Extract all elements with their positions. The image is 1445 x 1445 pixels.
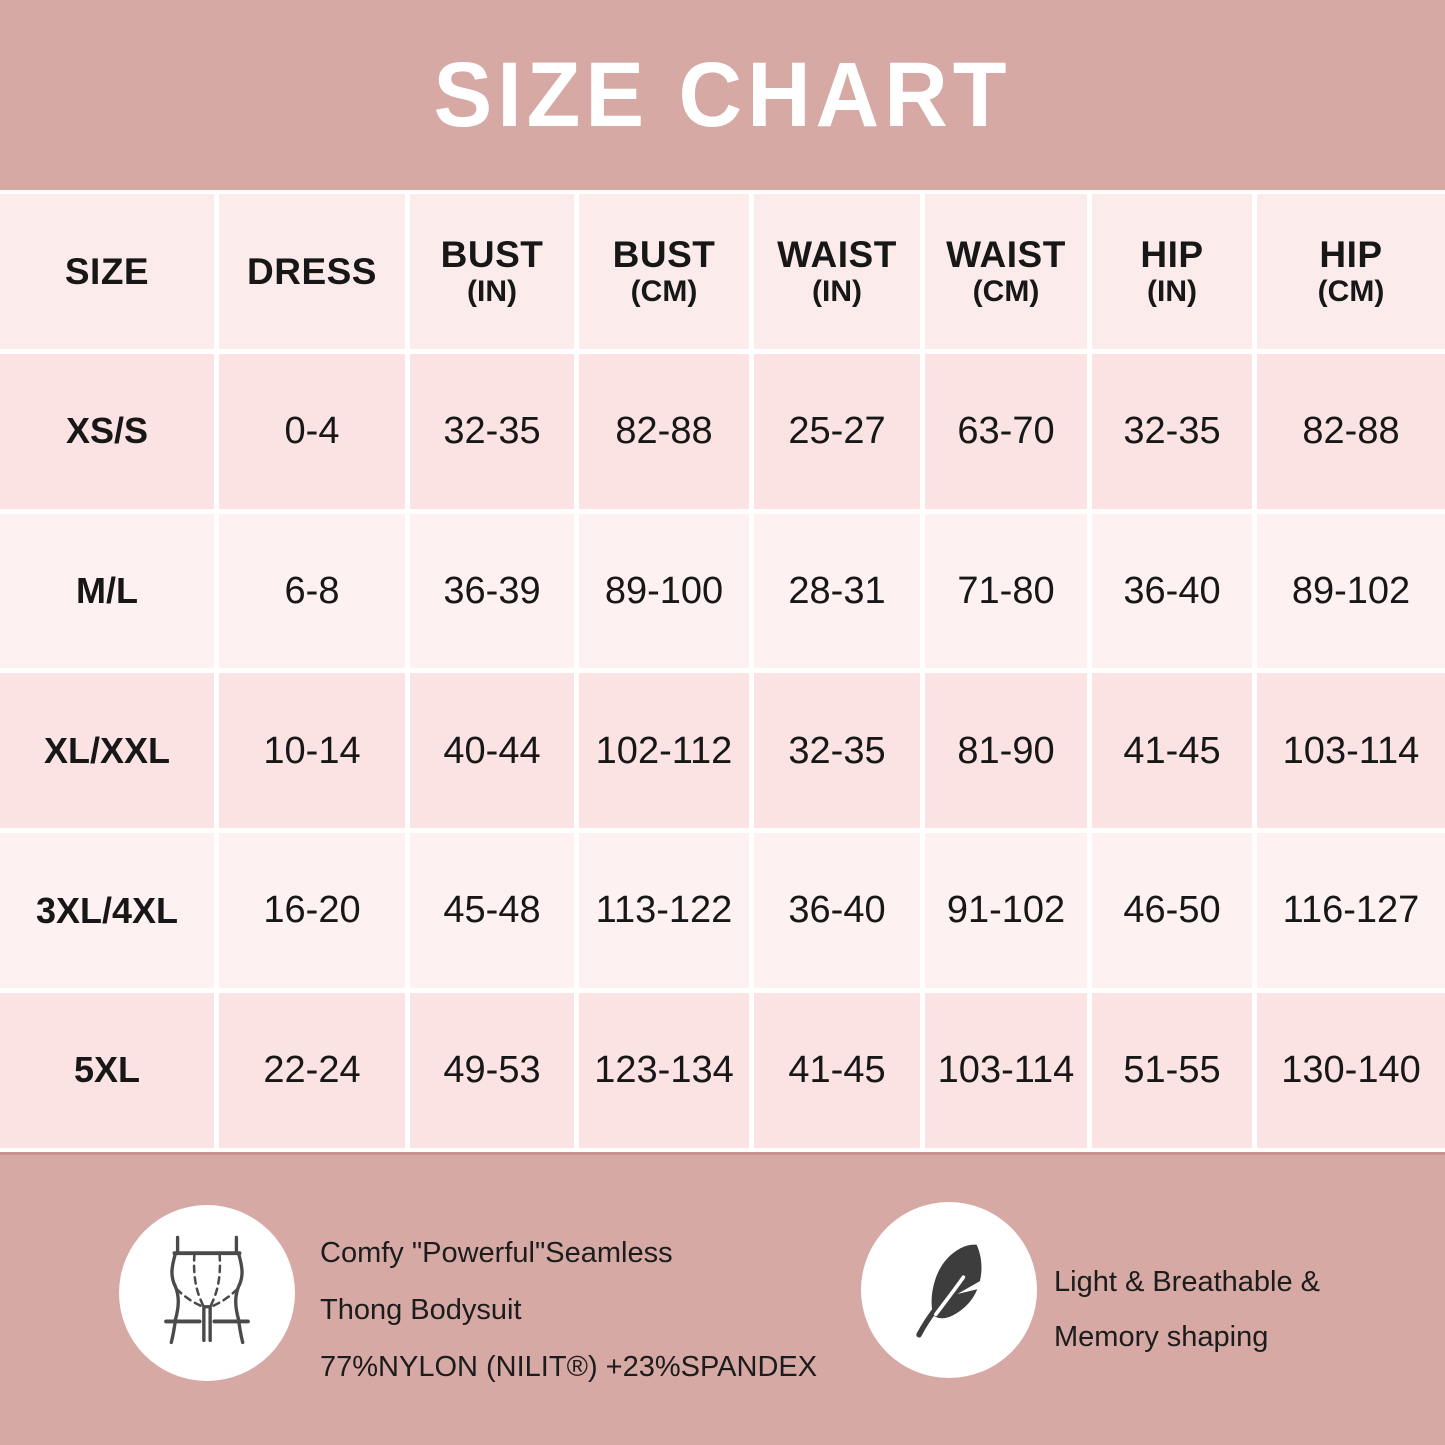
- column-header-bust-cm: BUST (CM): [579, 194, 749, 349]
- table-cell: 40-44: [410, 673, 574, 829]
- column-header-hip-cm: HIP (CM): [1257, 194, 1445, 349]
- feather-icon: [889, 1228, 1009, 1353]
- table-cell: 89-100: [579, 513, 749, 669]
- table-cell: 82-88: [1257, 353, 1445, 509]
- column-unit: (IN): [467, 275, 517, 309]
- table-cell: 32-35: [410, 353, 574, 509]
- table-cell: 25-27: [754, 353, 920, 509]
- table-cell: 46-50: [1092, 833, 1252, 989]
- table-cell: 41-45: [1092, 673, 1252, 829]
- column-header-bust-in: BUST (IN): [410, 194, 574, 349]
- feature-line: Thong Bodysuit: [320, 1294, 522, 1326]
- feature-line: Light & Breathable &: [1054, 1266, 1321, 1298]
- column-label: WAIST: [946, 233, 1066, 275]
- table-cell: 89-102: [1257, 513, 1445, 669]
- column-unit: (IN): [812, 275, 862, 309]
- table-cell: 51-55: [1092, 993, 1252, 1148]
- column-unit: (CM): [1317, 275, 1385, 309]
- table-cell: 130-140: [1257, 993, 1445, 1148]
- size-table: SIZE DRESS BUST (IN) BUST (CM) WAIST (IN…: [0, 190, 1445, 1152]
- table-cell: 22-24: [219, 993, 405, 1148]
- column-label: DRESS: [247, 250, 377, 292]
- table-cell: 116-127: [1257, 833, 1445, 989]
- column-unit: (CM): [972, 275, 1040, 309]
- table-cell: 123-134: [579, 993, 749, 1148]
- column-header-size: SIZE: [0, 194, 214, 349]
- table-cell: 28-31: [754, 513, 920, 669]
- table-cell: 10-14: [219, 673, 405, 829]
- table-cell: 49-53: [410, 993, 574, 1148]
- table-cell: 36-39: [410, 513, 574, 669]
- column-unit: (IN): [1147, 275, 1197, 309]
- table-cell: 0-4: [219, 353, 405, 509]
- table-cell: 102-112: [579, 673, 749, 829]
- table-cell: 6-8: [219, 513, 405, 669]
- table-cell: 71-80: [925, 513, 1087, 669]
- table-cell: 32-35: [1092, 353, 1252, 509]
- table-cell: 32-35: [754, 673, 920, 829]
- top-banner: SIZE CHART: [0, 0, 1445, 190]
- left-feature-text: Comfy "Powerful"Seamless Thong Bodysuit …: [320, 1225, 817, 1396]
- column-label: HIP: [1319, 233, 1383, 275]
- feather-icon-circle: [861, 1202, 1037, 1378]
- table-cell: 41-45: [754, 993, 920, 1148]
- table-cell: 103-114: [925, 993, 1087, 1148]
- column-label: BUST: [440, 233, 544, 275]
- column-label: WAIST: [777, 233, 897, 275]
- table-cell: 113-122: [579, 833, 749, 989]
- row-label-3xl-4xl: 3XL/4XL: [0, 833, 214, 989]
- table-cell: 82-88: [579, 353, 749, 509]
- table-cell: 45-48: [410, 833, 574, 989]
- column-unit: (CM): [630, 275, 698, 309]
- column-header-waist-in: WAIST (IN): [754, 194, 920, 349]
- row-label-m-l: M/L: [0, 513, 214, 669]
- feature-line: 77%NYLON (NILIT®) +23%SPANDEX: [320, 1351, 818, 1383]
- bottom-banner: Comfy "Powerful"Seamless Thong Bodysuit …: [0, 1152, 1445, 1445]
- right-feature-text: Light & Breathable & Memory shaping: [1054, 1255, 1320, 1365]
- bodysuit-icon-circle: [119, 1205, 295, 1381]
- table-cell: 81-90: [925, 673, 1087, 829]
- table-cell: 36-40: [754, 833, 920, 989]
- column-header-waist-cm: WAIST (CM): [925, 194, 1087, 349]
- row-label-5xl: 5XL: [0, 993, 214, 1148]
- column-label: SIZE: [64, 250, 150, 292]
- column-header-hip-in: HIP (IN): [1092, 194, 1252, 349]
- column-label: BUST: [612, 233, 716, 275]
- bodysuit-icon: [144, 1228, 270, 1359]
- feature-line: Comfy "Powerful"Seamless: [320, 1237, 673, 1269]
- feature-line: Memory shaping: [1054, 1321, 1269, 1353]
- table-cell: 91-102: [925, 833, 1087, 989]
- row-label-xs-s: XS/S: [0, 353, 214, 509]
- table-cell: 63-70: [925, 353, 1087, 509]
- column-label: HIP: [1140, 233, 1204, 275]
- column-header-dress: DRESS: [219, 194, 405, 349]
- table-cell: 16-20: [219, 833, 405, 989]
- table-cell: 103-114: [1257, 673, 1445, 829]
- row-label-xl-xxl: XL/XXL: [0, 673, 214, 829]
- page-title: SIZE CHART: [433, 43, 1012, 146]
- table-cell: 36-40: [1092, 513, 1252, 669]
